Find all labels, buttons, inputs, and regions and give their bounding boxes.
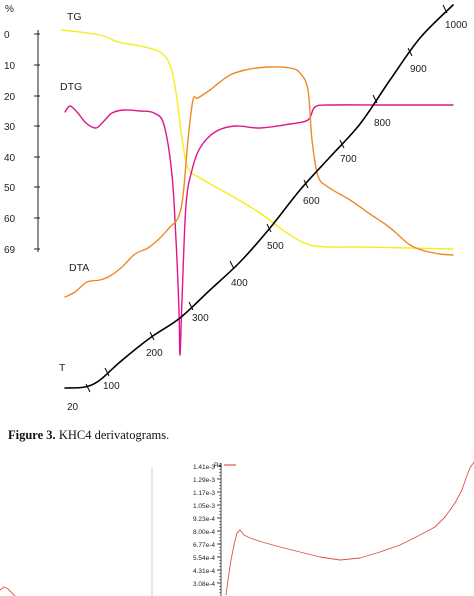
pressure-tick-label: 3.08e-4: [193, 581, 215, 588]
pressure-tick-label: 1.41e-3: [193, 464, 215, 471]
pressure-series-line: [0, 586, 16, 596]
temperature-tick-mark: [104, 367, 110, 377]
temperature-tick-label: 300: [192, 313, 209, 324]
pressure-axis: 1.41e-3 1.29e-3 1.17e-3 1.05e-3 9.23e-4 8.00e…: [151, 462, 236, 596]
y-tick-label: 10: [4, 61, 16, 72]
temperature-tick-mark: [407, 47, 413, 57]
series-group: [61, 4, 454, 389]
y-tick-label: 20: [4, 92, 16, 103]
pressure-chart: 1.41e-3 1.29e-3 1.17e-3 1.05e-3 9.23e-4 8.00e…: [0, 461, 474, 596]
y-axis-unit: %: [5, 4, 14, 15]
pressure-tick-label: 8.00e-4: [193, 529, 215, 536]
pressure-tick-label: 5.54e-4: [193, 555, 215, 562]
temperature-tick-label: 100: [103, 381, 120, 392]
figure-caption-label: Figure 3.: [8, 428, 56, 442]
temperature-tick-label: 400: [231, 278, 248, 289]
temperature-tick-label: 700: [340, 154, 357, 165]
y-tick-label: 69: [4, 245, 16, 256]
y-tick-label: 30: [4, 122, 16, 133]
pressure-tick-label: 1.29e-3: [193, 477, 215, 484]
left-axis: % 0 10 20 30 40 50 60 69: [4, 4, 40, 256]
pressure-series-line: [225, 461, 474, 596]
temperature-tick-label: 200: [146, 348, 163, 359]
series-label-tg: TG: [67, 11, 82, 23]
label-group: TG DTG DTA T 20 100 200 300 400 500 600 700 800 900 10…: [59, 4, 468, 413]
series-line-dta: [64, 66, 454, 298]
pressure-tick-label: 9.23e-4: [193, 516, 215, 523]
temperature-tick-mark: [188, 301, 194, 311]
y-tick-label: 60: [4, 214, 16, 225]
series-line-tg: [61, 29, 454, 250]
temperature-tick-mark: [339, 139, 345, 149]
temperature-tick-label: 1000: [445, 20, 468, 31]
series-line-t: [64, 4, 454, 389]
figure-caption-text: KHC4 derivatograms.: [55, 428, 170, 442]
y-tick-label: 0: [4, 30, 10, 41]
pressure-tick-label: 4.31e-4: [193, 568, 215, 575]
y-tick-label: 40: [4, 153, 16, 164]
pressure-tick-label: 1.05e-3: [193, 503, 215, 510]
temperature-tick-label: 900: [410, 64, 427, 75]
temperature-tick-label: 500: [267, 241, 284, 252]
pressure-tick-label: 1.17e-3: [193, 490, 215, 497]
derivatogram-chart: % 0 10 20 30 40 50 60 69 TG DTG DTA T 20 100 200 300 400…: [4, 4, 468, 413]
temperature-tick-mark: [149, 331, 155, 341]
temperature-tick-label: 600: [303, 196, 320, 207]
temperature-tick-mark: [372, 94, 378, 104]
pressure-series-group: [0, 461, 474, 596]
y-tick-label: 50: [4, 183, 16, 194]
temperature-tick-mark: [266, 223, 272, 233]
series-label-dtg: DTG: [60, 81, 82, 93]
series-line-dtg: [64, 104, 454, 356]
temperature-tick-mark: [303, 179, 309, 189]
figure-caption: Figure 3. KHC4 derivatograms.: [8, 428, 169, 443]
pressure-unit-label: Pa: [214, 462, 222, 469]
temperature-tick-label: 800: [374, 118, 391, 129]
temperature-tick-mark: [442, 4, 448, 14]
temperature-tick-label: 20: [67, 402, 79, 413]
temperature-tick-mark: [229, 260, 235, 270]
pressure-tick-label: 6.77e-4: [193, 542, 215, 549]
series-label-dta: DTA: [69, 262, 89, 274]
temperature-tick-mark: [85, 383, 91, 393]
series-label-t: T: [59, 362, 66, 374]
